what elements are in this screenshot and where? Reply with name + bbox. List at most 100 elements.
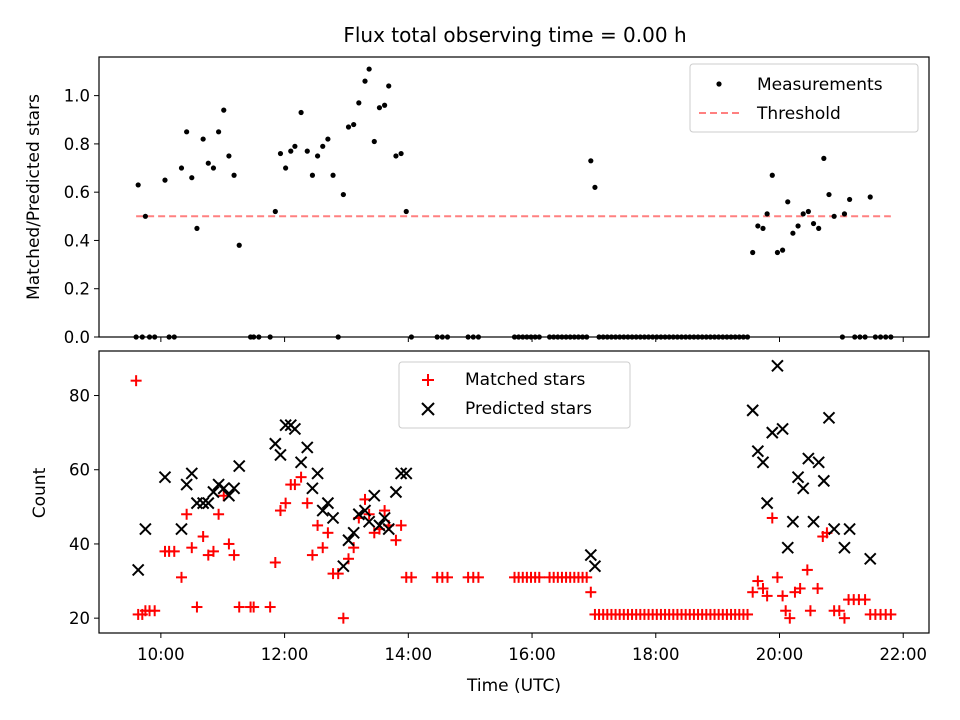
predicted-star-point: [786, 515, 800, 528]
legend-label-matched: Matched stars: [465, 370, 585, 390]
matched-star-point: [218, 490, 230, 502]
measurement-point: [320, 143, 326, 149]
measurement-point: [205, 160, 211, 166]
top-legend: Measurements Threshold: [689, 63, 919, 133]
measurement-point: [292, 143, 298, 149]
matched-star-point: [780, 605, 792, 617]
matched-star-point: [233, 601, 245, 613]
predicted-star-point: [306, 482, 319, 495]
measurement-point: [588, 158, 594, 164]
matched-star-point: [269, 557, 281, 568]
measurement-point: [288, 148, 294, 154]
predicted-star-point: [222, 489, 236, 502]
measurement-point: [386, 83, 392, 89]
bottom-x-ticks: 10:00 12:00 14:00 16:00 18:00 20:00 22:00: [137, 633, 927, 664]
measurement-point: [356, 100, 362, 106]
top-y-tick-label: 1.0: [64, 87, 90, 106]
bottom-axes-frame: [98, 350, 930, 634]
predicted-star-point: [139, 522, 152, 536]
measurement-point: [795, 223, 801, 229]
measurement-point: [314, 153, 321, 159]
measurement-point: [200, 136, 206, 142]
measurement-point: [194, 225, 200, 231]
measurement-point: [774, 249, 781, 256]
predicted-star-point: [321, 496, 335, 510]
measurement-point: [277, 150, 284, 157]
predicted-star-point: [394, 467, 408, 480]
predicted-star-point: [588, 560, 602, 573]
matched-star-point: [801, 564, 813, 576]
predicted-star-point: [311, 467, 324, 480]
predicted-star-point: [766, 426, 779, 439]
matched-star-point: [248, 601, 260, 613]
predicted-star-point: [358, 504, 372, 517]
measurement-point: [826, 191, 832, 198]
predicted-star-point: [756, 456, 770, 469]
top-y-tick-label: 0.4: [64, 231, 90, 250]
matched-star-point: [804, 605, 816, 617]
predicted-star-point: [378, 511, 391, 525]
predicted-star-point: [746, 404, 759, 417]
predicted-star-point: [288, 422, 302, 436]
top-y-tick-label: 0.0: [64, 328, 90, 347]
bottom-x-tick-label: 16:00: [508, 645, 556, 664]
measurement-point: [362, 78, 368, 84]
predicted-star-point: [342, 534, 355, 547]
predicted-star-point: [196, 496, 210, 510]
matched-star-point: [752, 575, 764, 587]
measurement-point: [142, 213, 148, 219]
measurement-point: [366, 66, 372, 72]
predicted-star-point: [279, 419, 292, 432]
measurement-point: [821, 155, 827, 161]
predicted-star-point: [233, 459, 246, 473]
matched-star-point: [264, 601, 276, 613]
measurement-point: [272, 208, 278, 215]
measurement-point: [800, 211, 806, 217]
measurement-point: [304, 148, 310, 154]
matched-star-point: [838, 612, 850, 624]
measurement-point: [376, 105, 383, 111]
matched-star-point: [181, 508, 193, 520]
predicted-star-point: [843, 522, 856, 536]
matched-star-point: [223, 538, 235, 550]
predicted-star-point: [352, 508, 366, 521]
measurement-point: [298, 109, 304, 116]
predicted-star-point: [316, 504, 329, 517]
top-y-axis-label: Matched/Predicted stars: [24, 94, 44, 300]
matched-star-point: [766, 512, 778, 524]
bottom-x-tick-label: 18:00: [632, 645, 680, 664]
predicted-star-point: [227, 482, 241, 495]
matched-star-point: [441, 571, 453, 583]
measurement-point: [345, 124, 352, 130]
measurement-point: [841, 211, 848, 217]
bottom-y-tick-label: 60: [69, 461, 90, 480]
bottom-x-tick-label: 22:00: [879, 645, 927, 664]
top-y-tick-label: 0.2: [64, 280, 90, 299]
predicted-star-point: [362, 515, 376, 528]
measurement-point: [231, 172, 237, 178]
top-legend-box: [689, 63, 919, 133]
bottom-x-tick-label: 20:00: [756, 645, 804, 664]
measurement-point: [184, 129, 190, 135]
matched-star-point: [289, 479, 301, 491]
bottom-y-tick-label: 40: [69, 535, 90, 554]
chart-title: Flux total observing time = 0.00 h: [343, 23, 686, 47]
matched-star-point: [771, 571, 783, 583]
predicted-star-point: [389, 485, 403, 499]
measurement-point: [221, 107, 227, 113]
legend-label-predicted: Predicted stars: [465, 399, 592, 419]
matched-star-point: [757, 582, 769, 594]
matched-star-point: [306, 549, 318, 561]
predicted-star-point: [382, 522, 395, 536]
predicted-star-point: [175, 522, 188, 536]
matched-star-point: [390, 534, 402, 546]
predicted-star-point: [294, 456, 308, 469]
predicted-star-point: [207, 485, 220, 499]
legend-label-measurements: Measurements: [757, 75, 883, 95]
measurement-point: [398, 150, 404, 157]
predicted-star-point: [771, 359, 784, 373]
measurement-point: [785, 199, 791, 205]
matched-star-point: [794, 582, 806, 594]
predicted-star-point: [301, 441, 314, 454]
